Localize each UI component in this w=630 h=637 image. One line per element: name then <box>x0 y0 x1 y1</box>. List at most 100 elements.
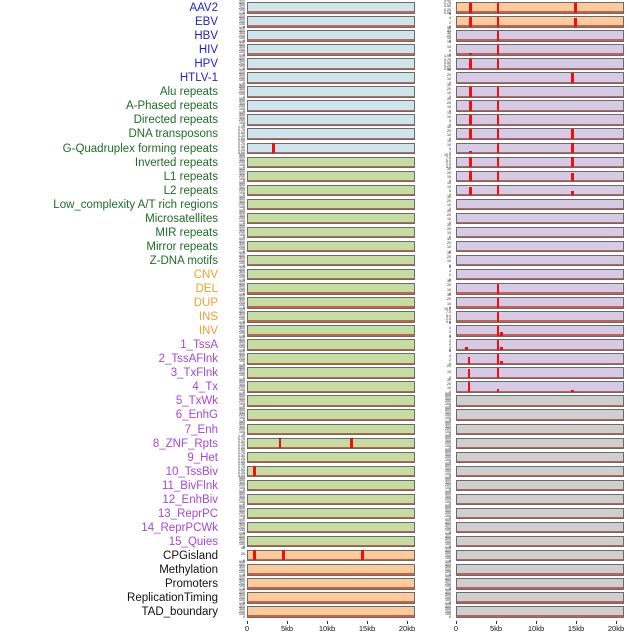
y-axis-tick: 0 <box>449 137 451 142</box>
y-axis-tick: 5.0 <box>446 313 451 318</box>
track-panel <box>247 226 415 239</box>
track-label-7-enh: 7_Enh <box>184 423 218 436</box>
y-axis-tick: 200 <box>239 328 245 333</box>
y-axis-tick: 0 <box>243 319 245 324</box>
y-axis-tick: 100 <box>239 584 245 589</box>
track-baseline <box>457 474 623 477</box>
y-axis-tick: 20 <box>447 227 451 232</box>
y-axis-tick: 10 <box>447 203 451 208</box>
y-axis-tick: 10.0 <box>444 307 451 312</box>
y-axis-tick: 100 <box>239 92 245 97</box>
track-baseline <box>457 53 623 55</box>
y-axis-tick: 0 <box>449 544 451 549</box>
y-axis-tick: 200 <box>445 553 451 558</box>
data-bar <box>278 438 282 449</box>
y-axis-tick: 300 <box>239 256 245 261</box>
y-axis-tick: 400 <box>239 99 245 104</box>
y-axis-tick: 500 <box>239 265 245 270</box>
x-axis-tick-label: 10kb <box>318 624 336 634</box>
y-axis-tick: 0 <box>449 516 451 521</box>
y-axis-tick: 0 <box>449 38 451 43</box>
track-label-6-enhg: 6_EnhG <box>175 409 218 422</box>
track-panel <box>247 240 415 253</box>
y-axis-tick: 0.75 <box>238 464 245 469</box>
y-axis-tick: 0 <box>243 586 245 591</box>
y-axis-tick: 100 <box>445 457 451 462</box>
y-axis-tick: 5 <box>449 147 451 152</box>
y-axis-tick: 0 <box>243 94 245 99</box>
y-axis-tick: 30 <box>447 82 451 87</box>
y-axis-tick: 3 <box>449 338 451 343</box>
y-axis-tick: 100 <box>239 22 245 27</box>
y-axis-tick: 0 <box>243 38 245 43</box>
track-baseline <box>457 137 623 139</box>
track-label-15-quies: 15_Quies <box>168 535 218 548</box>
track-panel <box>247 606 415 618</box>
y-axis-tick: 300 <box>239 45 245 50</box>
y-axis-tick: 0 <box>243 432 245 437</box>
track-baseline <box>248 418 414 420</box>
track-label-column: AAV2 EBV HBV HIV HPV HTLV-1 Alu repeats A-Phase… <box>0 0 222 630</box>
y-axis-tick: 0.75 <box>238 141 245 146</box>
right-panel-y-axis-column: 1.00 0.75 0.50 0.25 0.00 6 4 2 0 50 40 30 20 10 0 15 10 5… <box>432 0 452 630</box>
y-axis-tick: 0 <box>449 193 451 198</box>
y-axis-tick: 5 <box>449 48 451 53</box>
y-axis-tick: 10 <box>447 217 451 222</box>
y-axis-tick: 0.50 <box>444 4 451 9</box>
track-baseline <box>248 460 414 463</box>
y-axis-tick: 10 <box>447 76 451 81</box>
track-panel <box>247 325 415 337</box>
track-baseline <box>248 348 414 350</box>
track-baseline <box>457 601 623 603</box>
y-axis-tick: 500 <box>445 419 451 424</box>
y-axis-tick: 100 <box>445 401 451 406</box>
data-bar <box>496 325 500 336</box>
y-axis-tick: 500 <box>445 602 451 607</box>
y-axis-tick: 300 <box>445 410 451 415</box>
y-axis-tick: 400 <box>239 113 245 118</box>
y-axis-tick: 10.0 <box>444 152 451 157</box>
track-panel <box>456 479 624 492</box>
y-axis-tick: 1.00 <box>444 54 451 59</box>
track-baseline <box>457 320 623 322</box>
y-axis-tick: 0 <box>449 558 451 563</box>
y-axis-tick: 500 <box>239 223 245 227</box>
y-axis-tick: 300 <box>239 270 245 275</box>
y-axis-tick: 40 <box>447 28 451 33</box>
y-axis-tick: 300 <box>445 593 451 598</box>
y-axis-tick: 500 <box>445 588 451 593</box>
y-axis-tick: 200 <box>239 61 245 66</box>
y-axis-tick: 200 <box>445 581 451 586</box>
y-axis-tick: 200 <box>445 525 451 530</box>
y-axis-tick: 500 <box>239 68 245 73</box>
track-baseline <box>457 418 623 420</box>
y-axis-tick: 100 <box>445 499 451 504</box>
y-axis-tick: 500 <box>239 40 245 45</box>
data-bar <box>467 381 471 392</box>
track-baseline <box>248 278 414 280</box>
track-label-g-quadruplex-forming-repeats: G-Quadruplex forming repeats <box>62 142 218 155</box>
track-label-mirror-repeats: Mirror repeats <box>146 240 218 253</box>
y-axis-tick: 0.25 <box>238 134 245 138</box>
y-axis-tick: 0 <box>243 305 245 310</box>
y-axis-tick: 0.25 <box>238 471 245 476</box>
y-axis-tick: 0 <box>449 291 451 296</box>
track-panel <box>247 44 415 56</box>
data-bar <box>571 172 574 182</box>
y-axis-tick: 100 <box>239 317 245 322</box>
x-axis-tick-label: 20kb <box>398 624 416 634</box>
track-panel <box>456 86 624 98</box>
data-bar <box>350 438 353 449</box>
y-axis-tick: 300 <box>239 101 245 106</box>
y-axis-tick: 0 <box>449 109 451 114</box>
y-axis-tick: 100 <box>239 570 245 575</box>
track-label-12-enhbiv: 12_EnhBiv <box>162 493 218 506</box>
track-baseline <box>248 81 414 83</box>
track-baseline <box>248 615 414 617</box>
y-axis-tick: 1.00 <box>238 461 245 466</box>
data-bar <box>500 360 503 364</box>
y-axis-tick: 100 <box>239 359 245 364</box>
data-bar <box>500 332 503 336</box>
track-baseline <box>457 95 623 97</box>
y-axis-tick: 400 <box>445 478 451 483</box>
